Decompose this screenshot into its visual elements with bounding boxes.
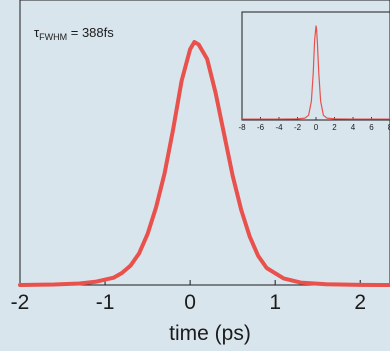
main-x-tick-label: 0	[184, 291, 196, 314]
inset-series-line	[242, 25, 390, 120]
x-axis-title: time (ps)	[169, 322, 251, 345]
inset-x-tick-label: -8	[238, 123, 246, 132]
main-x-tick-label: -2	[11, 291, 30, 314]
main-series-line	[18, 40, 390, 287]
inset-x-tick-label: 0	[314, 123, 319, 132]
annotation-subscript: FWHM	[39, 32, 67, 42]
inset-x-axis: -8 -6 -4 -2 0 2 4 6 8	[238, 117, 390, 132]
pulse-width-annotation: τFWHM = 388fs	[34, 25, 114, 42]
inset-x-tick-label: 6	[369, 123, 374, 132]
inset-x-tick-label: 8	[388, 123, 390, 132]
inset-x-tick-label: -2	[294, 123, 302, 132]
main-x-axis: -2 -1 0 1 2	[11, 280, 366, 314]
inset-series-group	[242, 25, 390, 120]
main-x-tick-label: 1	[269, 291, 281, 314]
inset-x-tick-label: -4	[275, 123, 283, 132]
main-series-group	[18, 40, 390, 287]
annotation-value: = 388fs	[67, 25, 114, 40]
annotation-symbol: τ	[34, 25, 40, 40]
inset-x-tick-label: 4	[351, 123, 356, 132]
main-x-tick-label: -1	[96, 291, 115, 314]
main-plot-frame	[19, 0, 390, 286]
inset-x-tick-label: -6	[257, 123, 265, 132]
main-x-tick-label: 2	[354, 291, 366, 314]
inset-x-tick-label: 2	[332, 123, 337, 132]
